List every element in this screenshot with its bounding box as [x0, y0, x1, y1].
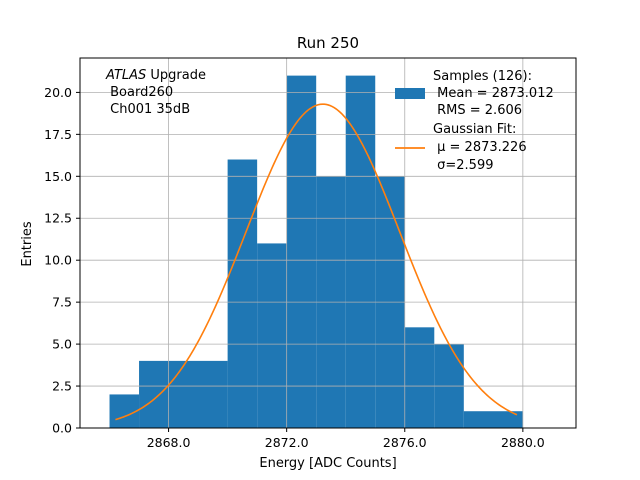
- y-tick-label: 15.0: [44, 169, 72, 184]
- legend-samples-line-1: Samples (126):: [433, 69, 532, 84]
- y-axis-ticks: 0.0 2.5 5.0 7.5 10.0 12.5 15.0 17.5 20.0: [44, 85, 80, 436]
- annotation-atlas: ATLAS: [105, 68, 146, 83]
- histogram-bar: [404, 327, 435, 428]
- x-tick-label: 2868.0: [147, 435, 191, 450]
- y-tick-label: 17.5: [44, 127, 72, 142]
- gaussian-fit-curve: [115, 103, 518, 421]
- legend-samples-line-2: Mean = 2873.012: [433, 86, 554, 101]
- annotation-line-1: ATLAS Upgrade: [105, 68, 206, 83]
- legend: Samples (126): Mean = 2873.012 RMS = 2.6…: [395, 69, 554, 173]
- histogram-bar: [109, 394, 140, 428]
- annotation-line-3: Ch001 35dB: [106, 102, 190, 117]
- histogram-bar: [257, 243, 287, 428]
- legend-fit-line-3: σ=2.599: [433, 158, 493, 173]
- y-tick-label: 5.0: [52, 337, 72, 352]
- annotation-upgrade: Upgrade: [146, 68, 206, 83]
- x-tick-label: 2880.0: [501, 435, 545, 450]
- y-tick-label: 12.5: [44, 211, 72, 226]
- y-tick-label: 10.0: [44, 253, 72, 268]
- chart-title: Run 250: [297, 34, 359, 52]
- plot-area: 2868.0 2872.0 2876.0 2880.0 0.0 2.5 5.0 7.5 10.…: [44, 57, 577, 450]
- plot-frame: [79, 57, 577, 429]
- histogram-bar: [345, 75, 376, 428]
- chart-annotation: ATLAS Upgrade Board260 Ch001 35dB: [105, 68, 206, 117]
- legend-samples-patch: [395, 88, 425, 99]
- y-tick-label: 0.0: [52, 421, 72, 436]
- histogram-bar: [227, 159, 258, 428]
- annotation-line-2: Board260: [106, 85, 173, 100]
- legend-fit-line-2: μ = 2873.226: [433, 140, 527, 155]
- legend-fit-line-1: Gaussian Fit:: [433, 122, 516, 137]
- histogram-bar: [139, 360, 228, 428]
- y-tick-label: 7.5: [52, 295, 72, 310]
- y-tick-label: 2.5: [52, 379, 72, 394]
- histogram-bar: [463, 411, 523, 428]
- x-axis-label: Energy [ADC Counts]: [259, 456, 396, 471]
- legend-samples-line-3: RMS = 2.606: [433, 103, 522, 118]
- histogram-bar: [286, 75, 317, 428]
- x-tick-label: 2876.0: [383, 435, 427, 450]
- y-axis-label: Entries: [20, 221, 35, 267]
- y-tick-label: 20.0: [44, 85, 72, 100]
- x-axis-ticks: 2868.0 2872.0 2876.0 2880.0: [147, 428, 545, 450]
- x-tick-label: 2872.0: [265, 435, 309, 450]
